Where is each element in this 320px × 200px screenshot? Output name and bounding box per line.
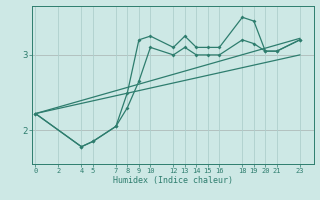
X-axis label: Humidex (Indice chaleur): Humidex (Indice chaleur)	[113, 176, 233, 185]
